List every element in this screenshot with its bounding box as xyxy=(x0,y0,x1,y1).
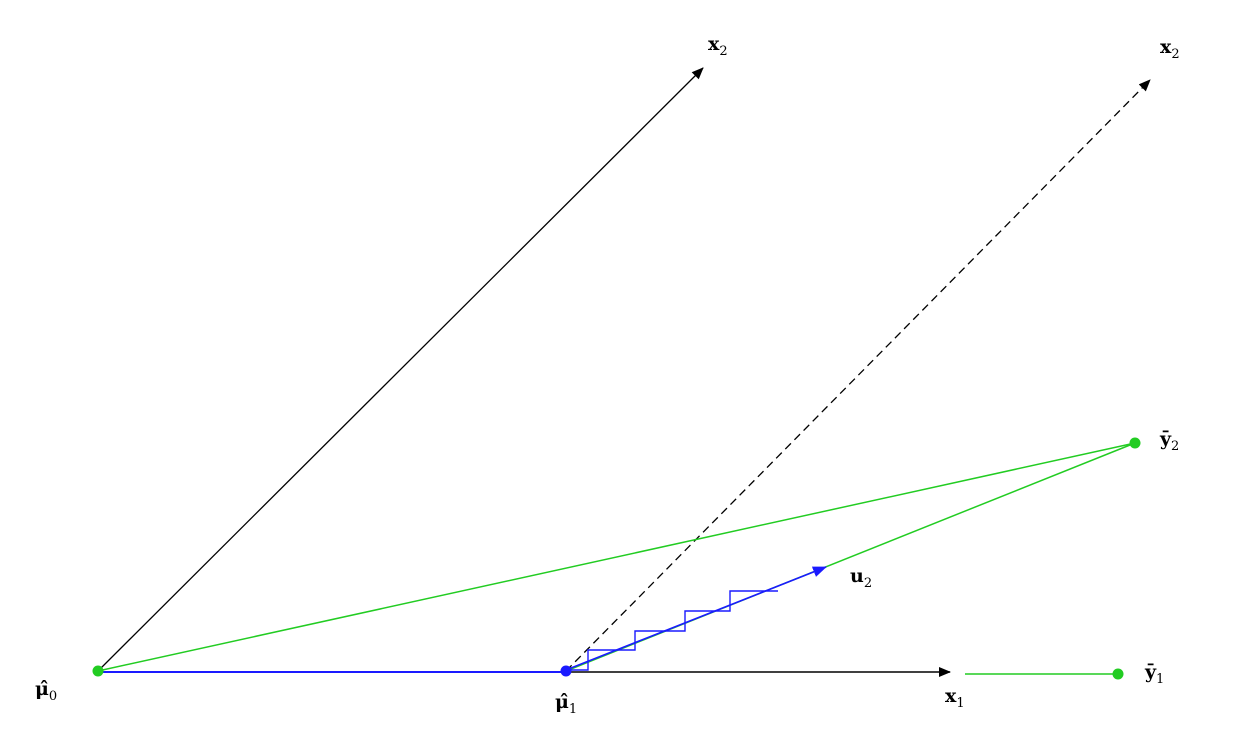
mu0-label: μ̂0 xyxy=(35,678,57,704)
u2-label: u2 xyxy=(850,565,872,591)
y1-label: ȳ1 xyxy=(1144,661,1164,687)
x1-label: x1 xyxy=(945,685,965,711)
mu1-point xyxy=(560,665,572,677)
y2-label: ȳ2 xyxy=(1159,428,1179,454)
y1-point xyxy=(1112,668,1124,680)
u2-vector xyxy=(565,566,827,671)
stagewise-staircase xyxy=(566,590,778,671)
mu0-point xyxy=(92,665,104,677)
line-mu0-to-y2 xyxy=(97,442,1136,672)
y2-point xyxy=(1129,437,1141,449)
x2-vector-dashed xyxy=(565,79,1151,672)
x2-label-top: x2 xyxy=(708,33,728,59)
x2-vector-solid xyxy=(97,67,704,672)
x2-label-dashed: x2 xyxy=(1160,36,1180,62)
mu1-label: μ̂1 xyxy=(555,691,577,717)
